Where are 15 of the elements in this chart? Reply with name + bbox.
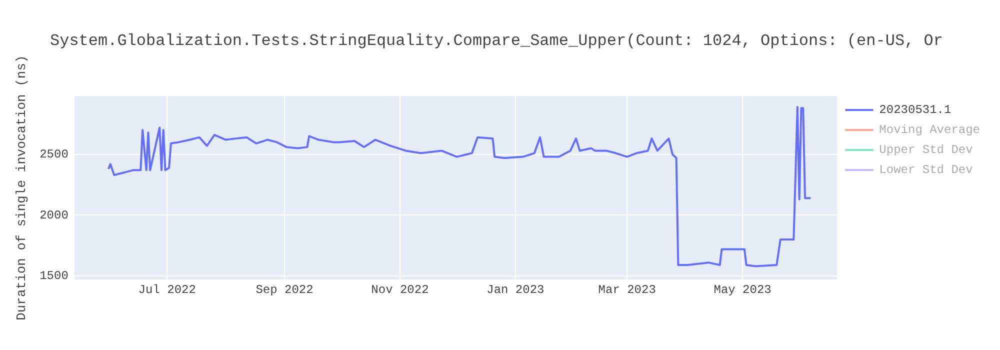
chart-title: System.Globalization.Tests.StringEquality.Compare_Same_Upper(Count: 1024, Options: (en-US, Or (50, 32, 943, 50)
y-tick-label: 2500 (40, 148, 68, 162)
legend-label: Lower Std Dev (879, 163, 973, 178)
y-tick-label: 1500 (40, 269, 68, 284)
legend-label: Moving Average (879, 123, 980, 138)
x-tick-label: Jul 2022 (138, 282, 196, 297)
x-tick-label: Sep 2022 (256, 282, 314, 297)
legend-label: 20230531.1 (879, 103, 952, 118)
x-tick-label: Mar 2023 (598, 282, 656, 297)
x-tick-label: Nov 2022 (371, 282, 429, 297)
y-axis-title: Duration of single invocation (ns) (14, 55, 30, 320)
y-tick-label: 2000 (40, 208, 68, 222)
x-tick-label: May 2023 (714, 282, 772, 297)
legend-label: Upper Std Dev (879, 143, 973, 158)
x-tick-label: Jan 2023 (486, 282, 544, 297)
